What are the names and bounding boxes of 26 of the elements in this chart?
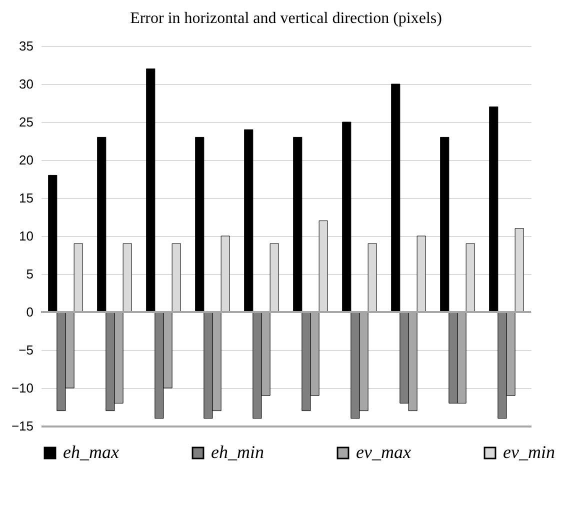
y-tick-label: 15 — [19, 190, 34, 206]
bar — [244, 129, 254, 312]
bar — [146, 68, 156, 312]
y-tick-label: −10 — [11, 380, 34, 396]
y-tick-label: 30 — [19, 76, 34, 92]
bar — [97, 136, 106, 312]
bar — [342, 122, 352, 312]
y-tick-label: 20 — [19, 152, 34, 168]
chart-title: Error in horizontal and vertical direction (pixels) — [130, 10, 442, 27]
y-tick-label: −15 — [11, 418, 34, 434]
y-tick-label: 5 — [26, 266, 34, 282]
bar — [489, 106, 498, 312]
bar — [391, 84, 400, 312]
bar — [195, 136, 204, 312]
legend-label: eh_min — [211, 442, 264, 462]
y-tick-label: 10 — [19, 228, 34, 244]
bar — [48, 174, 58, 312]
y-tick-label: 0 — [26, 304, 34, 320]
y-tick-label: −5 — [18, 342, 34, 358]
bar — [440, 136, 450, 312]
y-tick-label: 35 — [19, 38, 34, 54]
legend-label: ev_min — [503, 442, 555, 462]
bar — [293, 136, 302, 312]
y-tick-label: 25 — [19, 114, 34, 130]
legend-label: eh_max — [63, 442, 119, 462]
legend-label: ev_max — [356, 442, 411, 462]
